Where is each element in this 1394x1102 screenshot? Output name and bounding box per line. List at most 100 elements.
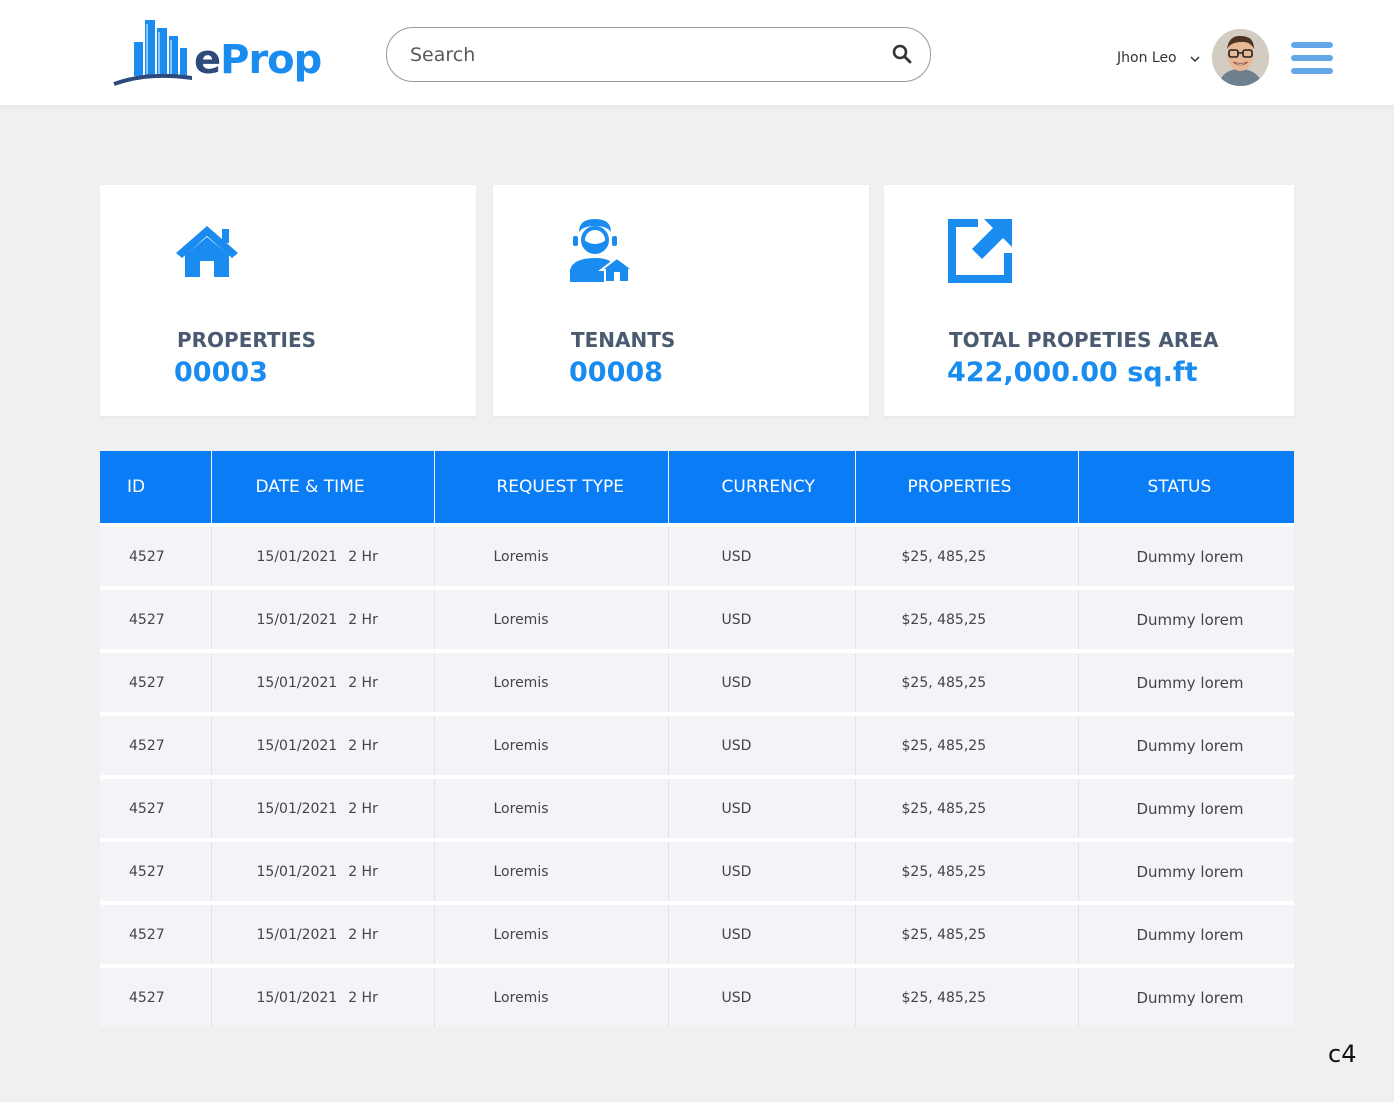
search-bar	[386, 27, 931, 82]
cell-id: 4527	[129, 737, 165, 754]
table-cell: Dummy lorem	[1078, 712, 1294, 777]
cell-id: 4527	[129, 800, 165, 817]
table-cell: Dummy lorem	[1078, 586, 1294, 651]
table-row[interactable]: 4527 15/01/2021 2 Hr Loremis USD $25, 485,25 D…	[100, 712, 1294, 777]
table-cell: 15/01/2021 2 Hr	[211, 901, 435, 966]
table-cell: Dummy lorem	[1078, 523, 1294, 588]
cell-currency: USD	[721, 989, 752, 1006]
cell-currency: USD	[721, 863, 752, 880]
table-row[interactable]: 4527 15/01/2021 2 Hr Loremis USD $25, 485,25 D…	[100, 964, 1294, 1027]
table-cell: 4527	[100, 775, 212, 840]
column-header-properties[interactable]: PROPERTIES	[855, 451, 1079, 525]
cell-status: Dummy lorem	[1136, 925, 1244, 944]
search-input[interactable]	[408, 40, 872, 70]
cell-status: Dummy lorem	[1136, 988, 1244, 1007]
logo-text-e: e	[194, 37, 221, 83]
table-cell: $25, 485,25	[855, 838, 1079, 903]
cell-request-type: Loremis	[493, 989, 549, 1006]
cell-request-type: Loremis	[493, 548, 549, 565]
table-cell: $25, 485,25	[855, 901, 1079, 966]
card-label: TENANTS	[571, 328, 676, 352]
cell-status: Dummy lorem	[1136, 799, 1244, 818]
cell-amount: $25, 485,25	[901, 926, 987, 943]
table-row[interactable]: 4527 15/01/2021 2 Hr Loremis USD $25, 485,25 D…	[100, 523, 1294, 588]
cell-amount: $25, 485,25	[901, 737, 987, 754]
buildings-logo-icon	[113, 20, 192, 86]
table-cell: 4527	[100, 712, 212, 777]
column-header-currency[interactable]: CURRENCY	[668, 451, 856, 525]
table-cell: $25, 485,25	[855, 712, 1079, 777]
table-row[interactable]: 4527 15/01/2021 2 Hr Loremis USD $25, 485,25 D…	[100, 649, 1294, 714]
cell-date: 15/01/2021	[256, 926, 338, 943]
table-cell: 15/01/2021 2 Hr	[211, 712, 435, 777]
search-icon[interactable]	[892, 44, 912, 64]
table-row[interactable]: 4527 15/01/2021 2 Hr Loremis USD $25, 485,25 D…	[100, 901, 1294, 966]
table-cell: Loremis	[434, 775, 669, 840]
table-cell: Loremis	[434, 901, 669, 966]
cell-date: 15/01/2021	[256, 548, 338, 565]
table-cell: Loremis	[434, 586, 669, 651]
eprop-logo[interactable]: eProp	[112, 14, 332, 88]
table-cell: Dummy lorem	[1078, 901, 1294, 966]
table-cell: 4527	[100, 649, 212, 714]
table-cell: 4527	[100, 964, 212, 1027]
table-cell: USD	[668, 712, 856, 777]
table-cell: $25, 485,25	[855, 649, 1079, 714]
cell-id: 4527	[129, 989, 165, 1006]
table-cell: 4527	[100, 901, 212, 966]
column-header-id[interactable]: ID	[100, 451, 212, 525]
table-cell: Dummy lorem	[1078, 649, 1294, 714]
card-label: PROPERTIES	[177, 328, 317, 352]
table-header-row: ID DATE & TIME REQUEST TYPE CURRENCY PRO…	[100, 451, 1294, 525]
cell-date: 15/01/2021	[256, 737, 338, 754]
table-cell: 4527	[100, 838, 212, 903]
cell-amount: $25, 485,25	[901, 989, 987, 1006]
properties-card[interactable]: PROPERTIES 00003	[100, 185, 476, 416]
table-cell: Loremis	[434, 523, 669, 588]
cell-time: 2 Hr	[348, 611, 378, 628]
total-area-card[interactable]: TOTAL PROPETIES AREA 422,000.00 sq.ft	[884, 185, 1294, 416]
table-cell: USD	[668, 901, 856, 966]
table-cell: USD	[668, 775, 856, 840]
table-cell: Loremis	[434, 964, 669, 1027]
cell-time: 2 Hr	[348, 863, 378, 880]
hamburger-menu-icon[interactable]	[1291, 42, 1333, 74]
cell-currency: USD	[721, 800, 752, 817]
column-header-request-type[interactable]: REQUEST TYPE	[434, 451, 669, 525]
table-row[interactable]: 4527 15/01/2021 2 Hr Loremis USD $25, 485,25 D…	[100, 838, 1294, 903]
cell-time: 2 Hr	[348, 989, 378, 1006]
cell-currency: USD	[721, 674, 752, 691]
table-cell: $25, 485,25	[855, 586, 1079, 651]
cell-currency: USD	[721, 737, 752, 754]
logo-text: eProp	[194, 36, 322, 84]
table-row[interactable]: 4527 15/01/2021 2 Hr Loremis USD $25, 485,25 D…	[100, 775, 1294, 840]
cell-request-type: Loremis	[493, 611, 549, 628]
external-link-icon	[948, 219, 1012, 283]
table-row[interactable]: 4527 15/01/2021 2 Hr Loremis USD $25, 485,25 D…	[100, 586, 1294, 651]
cell-status: Dummy lorem	[1136, 610, 1244, 629]
cell-amount: $25, 485,25	[901, 674, 987, 691]
column-header-status[interactable]: STATUS	[1078, 451, 1294, 525]
user-name[interactable]: Jhon Leo	[1117, 50, 1177, 66]
table-cell: Dummy lorem	[1078, 838, 1294, 903]
table-cell: USD	[668, 586, 856, 651]
cell-request-type: Loremis	[493, 737, 549, 754]
table-cell: Dummy lorem	[1078, 964, 1294, 1027]
table-cell: $25, 485,25	[855, 964, 1079, 1027]
table-cell: 15/01/2021 2 Hr	[211, 775, 435, 840]
cell-time: 2 Hr	[348, 926, 378, 943]
table-cell: Loremis	[434, 649, 669, 714]
cell-request-type: Loremis	[493, 926, 549, 943]
cell-request-type: Loremis	[493, 863, 549, 880]
table-cell: USD	[668, 964, 856, 1027]
cell-date: 15/01/2021	[256, 611, 338, 628]
tenants-card[interactable]: TENANTS 00008	[493, 185, 869, 416]
cell-id: 4527	[129, 926, 165, 943]
user-avatar-icon	[1212, 29, 1269, 86]
column-header-date-time[interactable]: DATE & TIME	[211, 451, 435, 525]
avatar[interactable]	[1212, 29, 1269, 86]
table-cell: Loremis	[434, 838, 669, 903]
chevron-down-icon[interactable]	[1190, 56, 1200, 63]
cell-time: 2 Hr	[348, 737, 378, 754]
requests-table: ID DATE & TIME REQUEST TYPE CURRENCY PRO…	[100, 451, 1294, 1027]
